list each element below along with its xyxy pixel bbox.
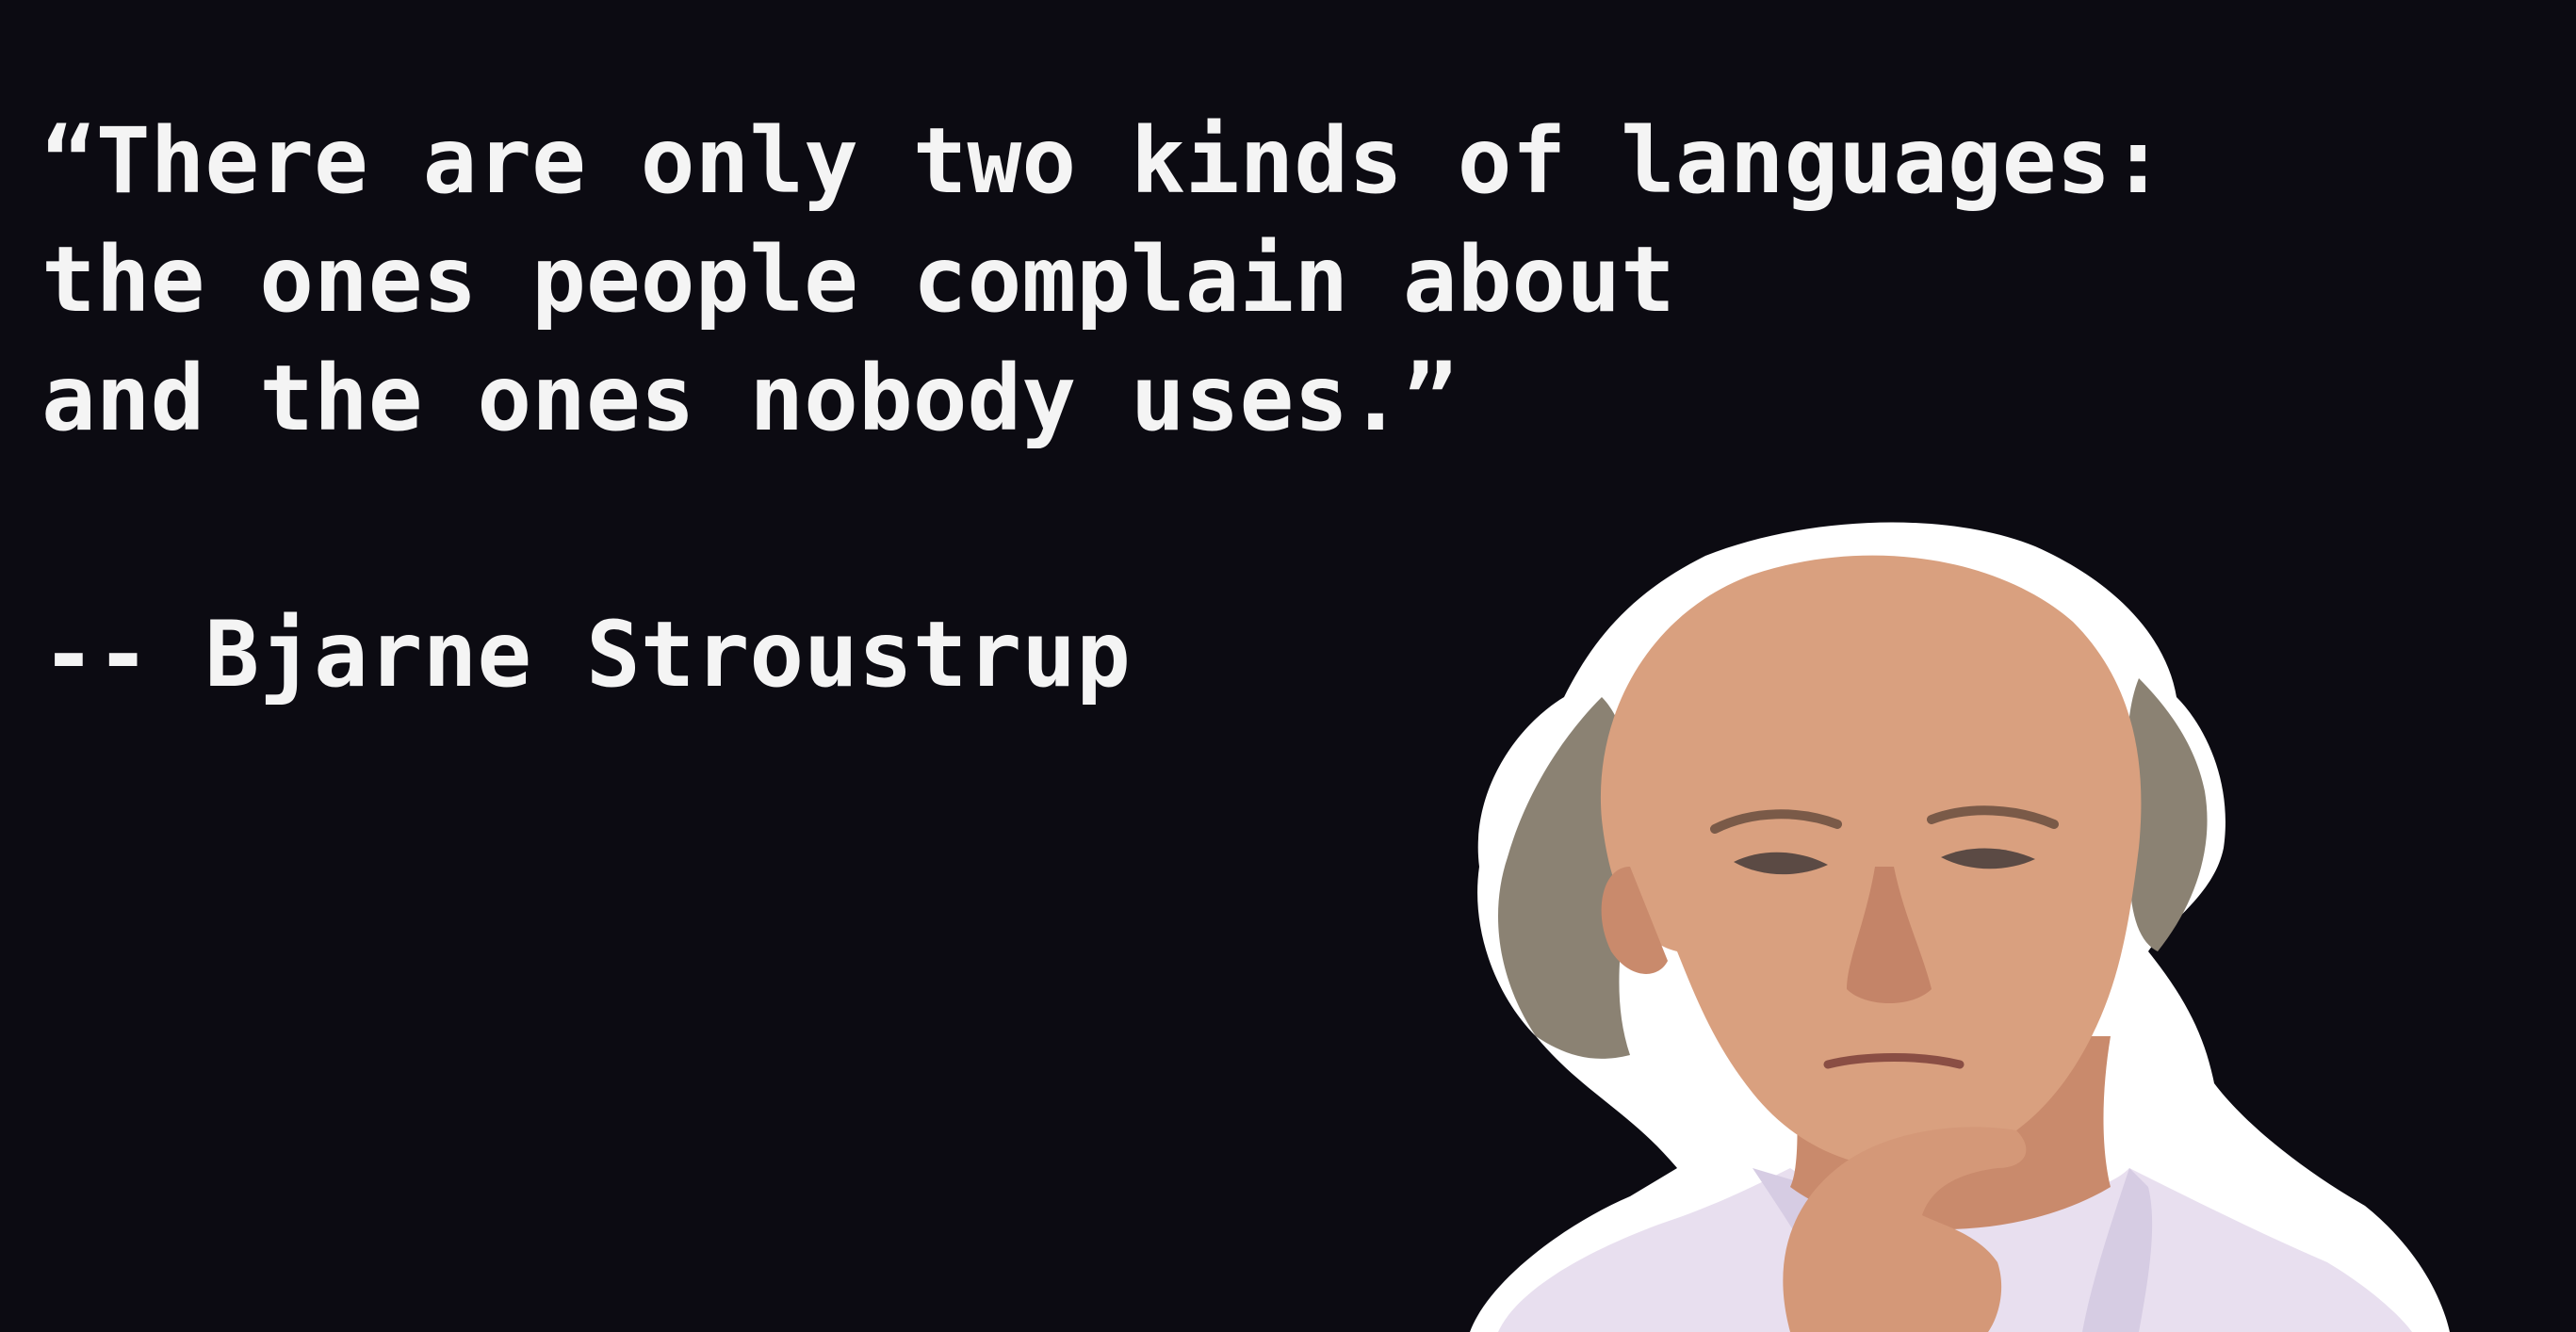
- hair-left: [1498, 697, 1634, 1059]
- quote-attribution: -- Bjarne Stroustrup: [41, 602, 1131, 707]
- quote-text: “There are only two kinds of languages: t…: [41, 102, 2165, 458]
- quote-line-3: and the ones nobody uses.”: [41, 346, 1458, 451]
- eye-left: [1734, 852, 1828, 875]
- head: [1600, 555, 2142, 1169]
- eyebrow-right: [1927, 805, 2059, 829]
- mouth: [1823, 1053, 1965, 1069]
- quote-line-2: the ones people complain about: [41, 227, 1675, 333]
- hand: [1783, 1127, 2027, 1332]
- portrait-cutout: [1470, 522, 2450, 1332]
- quote-line-1: “There are only two kinds of languages:: [41, 108, 2166, 214]
- hair-right: [2127, 678, 2208, 951]
- ear: [1601, 867, 1668, 974]
- eye-right: [1941, 848, 2035, 869]
- nose: [1847, 867, 1932, 1003]
- eyebrow-left: [1710, 809, 1842, 834]
